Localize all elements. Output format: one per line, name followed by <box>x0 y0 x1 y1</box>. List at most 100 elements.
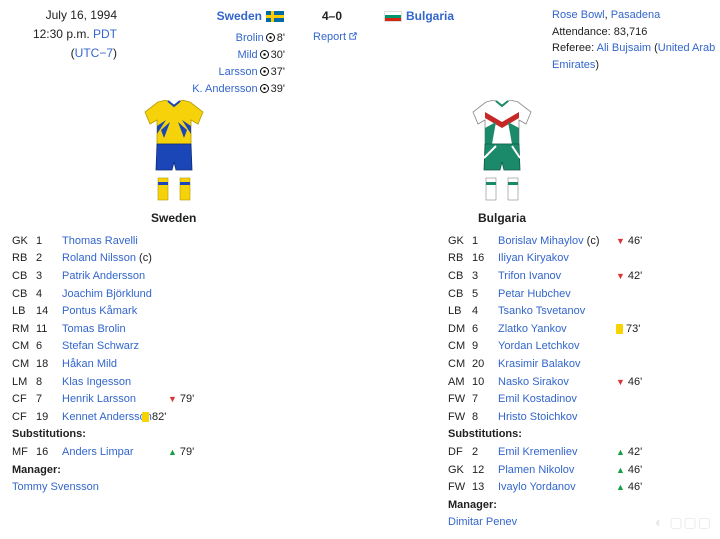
player-link[interactable]: Borislav Mihaylov <box>498 234 584 247</box>
player-row: MF 16 Anders Limpar ▲ 79' <box>12 443 292 461</box>
event-minute: 73' <box>626 322 641 335</box>
player-position: CM <box>12 340 30 353</box>
player-link[interactable]: Stefan Schwarz <box>62 340 140 353</box>
player-name: Borislav Mihaylov (c) <box>498 235 599 247</box>
player-position: CB <box>12 287 28 300</box>
player-row: LB 4 Tsanko Tsvetanov <box>448 302 718 320</box>
player-row: GK 1 Borislav Mihaylov (c) ▼ 46' <box>448 232 718 250</box>
player-link[interactable]: Emil Kremenliev <box>498 445 578 458</box>
utc-link[interactable]: UTC−7 <box>74 46 113 60</box>
player-row: FW 7 Emil Kostadinov <box>448 390 718 408</box>
player-link[interactable]: Klas Ingesson <box>62 375 132 388</box>
captain-mark: (c) <box>135 252 152 265</box>
player-row: CM 6 Stefan Schwarz <box>12 338 292 356</box>
substituted-on-icon: ▲ <box>168 446 177 457</box>
utc-offset: (UTC−7) <box>70 46 117 60</box>
player-link[interactable]: Kennet Andersson <box>62 410 152 423</box>
substitutions-label: Substitutions: <box>12 428 86 441</box>
player-name: Henrik Larsson <box>62 393 136 405</box>
player-name: Nasko Sirakov <box>498 376 569 388</box>
player-link[interactable]: Roland Nilsson <box>62 252 136 265</box>
player-row: GK 1 Thomas Ravelli <box>12 232 292 250</box>
player-link[interactable]: Emil Kostadinov <box>498 393 577 406</box>
player-link[interactable]: Thomas Ravelli <box>62 234 138 247</box>
event-minute: 79' <box>179 445 195 458</box>
player-link[interactable]: Anders Limpar <box>62 445 134 458</box>
player-link[interactable]: Patrik Andersson <box>62 269 146 282</box>
player-name: Iliyan Kiryakov <box>498 252 569 264</box>
player-link[interactable]: Henrik Larsson <box>62 393 136 406</box>
player-number: 5 <box>472 287 479 300</box>
player-row: RB 2 Roland Nilsson (c) <box>12 250 292 268</box>
player-event: 73' <box>616 323 640 335</box>
player-link[interactable]: Iliyan Kiryakov <box>498 252 569 265</box>
venue-link[interactable]: Rose Bowl <box>552 9 605 21</box>
player-link[interactable]: Nasko Sirakov <box>498 375 569 388</box>
player-link[interactable]: Håkan Mild <box>62 357 118 370</box>
player-name: Tsanko Tsvetanov <box>498 305 585 317</box>
manager-link[interactable]: Dimitar Penev <box>448 516 518 529</box>
player-link[interactable]: Zlatko Yankov <box>498 322 567 335</box>
player-number: 3 <box>36 269 43 282</box>
player-name: Roland Nilsson (c) <box>62 252 152 264</box>
player-row: CF 19 Kennet Andersson 82' <box>12 408 292 426</box>
manager-link[interactable]: Tommy Svensson <box>12 481 99 494</box>
player-position: CB <box>12 269 28 282</box>
player-event: ▲ 46' <box>616 481 642 493</box>
away-team-link[interactable]: Bulgaria <box>406 9 455 23</box>
player-number: 2 <box>36 252 43 265</box>
player-event: ▲ 79' <box>168 446 194 458</box>
report-link[interactable]: Report <box>313 31 357 43</box>
match-datetime: July 16, 1994 12:30 p.m. PDT (UTC−7) <box>0 6 117 63</box>
player-position: DM <box>448 322 466 335</box>
player-row: FW 13 Ivaylo Yordanov ▲ 46' <box>448 478 718 496</box>
player-name: Petar Hubchev <box>498 288 571 300</box>
player-name: Patrik Andersson <box>62 270 145 282</box>
player-name: Emil Kremenliev <box>498 446 577 458</box>
referee-country-link[interactable]: United Arab Emirates <box>552 42 716 71</box>
player-link[interactable]: Ivaylo Yordanov <box>498 481 576 494</box>
player-row: RM 11 Tomas Brolin <box>12 320 292 338</box>
referee-link[interactable]: Ali Bujsaim <box>596 42 652 54</box>
player-link[interactable]: Joachim Björklund <box>62 287 152 300</box>
player-link[interactable]: Tomas Brolin <box>62 322 126 335</box>
player-link[interactable]: Petar Hubchev <box>498 287 571 300</box>
goal-minute: 37' <box>270 66 285 78</box>
player-link[interactable]: Plamen Nikolov <box>498 463 575 476</box>
player-event: ▼ 79' <box>168 393 194 405</box>
player-link[interactable]: Pontus Kåmark <box>62 305 138 318</box>
timezone-link[interactable]: PDT <box>93 27 117 41</box>
player-position: CF <box>12 393 27 406</box>
player-link[interactable]: Krasimir Balakov <box>498 357 581 370</box>
scorer-link[interactable]: Brolin <box>235 32 264 44</box>
player-name: Ivaylo Yordanov <box>498 481 576 493</box>
home-team-link[interactable]: Sweden <box>216 9 262 23</box>
player-link[interactable]: Trifon Ivanov <box>498 269 562 282</box>
goal-minute: 8' <box>276 32 285 44</box>
scorer-link[interactable]: Larsson <box>218 66 258 78</box>
player-event: ▲ 42' <box>616 446 642 458</box>
player-position: GK <box>448 463 464 476</box>
bulgaria-flag-icon <box>384 10 402 22</box>
player-position: CF <box>12 410 27 423</box>
player-name: Krasimir Balakov <box>498 358 581 370</box>
city-link[interactable]: Pasadena <box>610 9 661 21</box>
player-number: 13 <box>472 481 485 494</box>
sweden-flag-icon <box>266 10 284 22</box>
player-row: RB 16 Iliyan Kiryakov <box>448 250 718 268</box>
player-link[interactable]: Hristo Stoichkov <box>498 410 578 423</box>
substituted-on-icon: ▲ <box>616 464 625 475</box>
scorer-link[interactable]: K. Andersson <box>192 83 258 95</box>
manager-label: Manager: <box>448 498 497 511</box>
scorer-link[interactable]: Mild <box>237 49 258 61</box>
goal-minute: 39' <box>270 83 285 95</box>
player-link[interactable]: Tsanko Tsvetanov <box>498 305 586 318</box>
player-row: CB 5 Petar Hubchev <box>448 285 718 303</box>
watermark: ◐ ▢▢▢ <box>654 514 712 530</box>
event-minute: 79' <box>179 393 195 406</box>
player-position: GK <box>448 234 464 247</box>
player-name: Trifon Ivanov <box>498 270 561 282</box>
player-link[interactable]: Yordan Letchkov <box>498 340 580 353</box>
player-row: DF 2 Emil Kremenliev ▲ 42' <box>448 443 718 461</box>
player-position: AM <box>448 375 465 388</box>
